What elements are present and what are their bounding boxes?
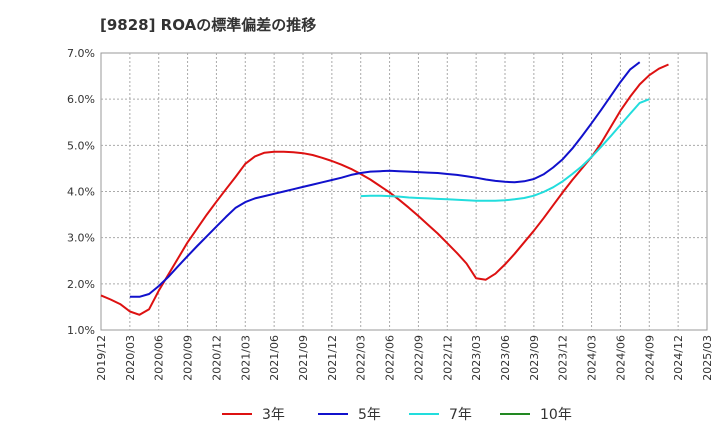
y-tick-label: 5.0% — [67, 139, 95, 152]
x-tick-label: 2020/09 — [182, 335, 195, 381]
x-tick-label: 2023/03 — [470, 335, 483, 381]
x-tick-label: 2023/06 — [499, 335, 512, 381]
series-line — [100, 63, 669, 316]
chart-title: [9828] ROAの標準偏差の推移 — [100, 16, 317, 34]
x-tick-label: 2024/09 — [643, 335, 656, 381]
legend-label: 5年 — [358, 407, 381, 423]
x-tick-label: 2021/09 — [297, 335, 310, 381]
y-tick-label: 7.0% — [67, 47, 95, 60]
x-tick-label: 2019/12 — [95, 335, 108, 381]
x-tick-label: 2022/06 — [384, 335, 397, 381]
series-lines — [100, 61, 669, 316]
y-tick-label: 1.0% — [67, 324, 95, 337]
x-tick-label: 2024/03 — [586, 335, 599, 381]
x-tick-label: 2021/03 — [239, 335, 252, 381]
y-tick-label: 3.0% — [67, 232, 95, 245]
y-tick-label: 6.0% — [67, 93, 95, 106]
x-tick-label: 2020/03 — [124, 335, 137, 381]
x-axis-ticks: 2019/12 2020/03 2020/06 2020/09 2020/12 2021/… — [95, 335, 714, 381]
y-tick-label: 2.0% — [67, 278, 95, 291]
x-tick-label: 2024/12 — [672, 335, 685, 381]
legend-label: 3年 — [262, 407, 285, 423]
legend: 3年 5年 7年 10年 — [222, 407, 572, 423]
x-tick-label: 2023/12 — [557, 335, 570, 381]
x-tick-label: 2022/03 — [355, 335, 368, 381]
legend-label: 10年 — [540, 407, 572, 423]
x-tick-label: 2022/09 — [412, 335, 425, 381]
x-tick-label: 2020/12 — [210, 335, 223, 381]
x-tick-label: 2024/06 — [614, 335, 627, 381]
x-tick-label: 2021/06 — [268, 335, 281, 381]
grid-lines — [101, 53, 707, 330]
legend-label: 7年 — [449, 407, 472, 423]
y-tick-label: 4.0% — [67, 186, 95, 199]
x-tick-label: 2020/06 — [153, 335, 166, 381]
x-tick-label: 2021/12 — [326, 335, 339, 381]
series-line — [129, 61, 641, 298]
x-tick-label: 2023/09 — [528, 335, 541, 381]
series-line — [360, 98, 650, 202]
x-tick-label: 2025/03 — [701, 335, 714, 381]
plot-area — [100, 52, 708, 331]
x-tick-label: 2022/12 — [441, 335, 454, 381]
y-axis-ticks: 1.0% 2.0% 3.0% 4.0% 5.0% 6.0% 7.0% — [67, 47, 95, 337]
